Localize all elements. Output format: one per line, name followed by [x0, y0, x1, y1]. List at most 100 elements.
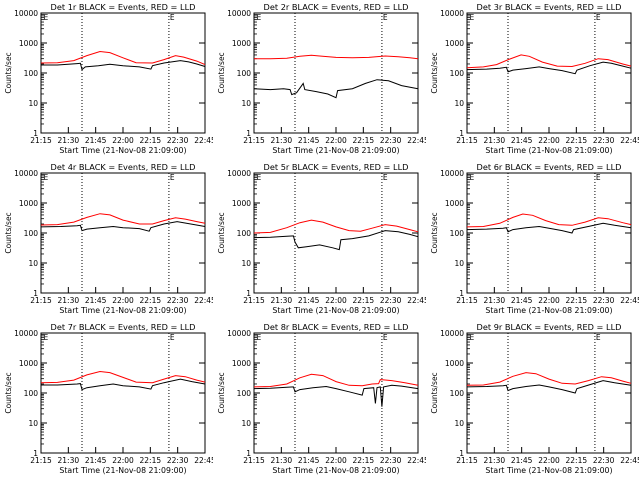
y-tick-label: 10000: [440, 9, 464, 18]
y-tick-label: 100: [24, 69, 39, 78]
x-tick-label: 22:45: [620, 136, 639, 145]
events-series-line: [466, 222, 632, 234]
detector-panel-9: Det 9r BLACK = Events, RED = LLD 1 10 100 10…: [426, 320, 640, 480]
y-tick-label: 1: [459, 449, 464, 458]
chart-title: Det 2r BLACK = Events, RED = LLD: [264, 2, 409, 12]
x-tick-label: 21:15: [243, 456, 265, 465]
y-tick-label: 1000: [232, 39, 251, 48]
y-axis-label: Counts/sec: [217, 372, 226, 413]
x-tick-label: 21:45: [85, 296, 107, 305]
x-tick-label: 22:45: [407, 456, 426, 465]
x-tick-label: 22:00: [538, 296, 560, 305]
plot-frame: [466, 172, 632, 294]
lld-series-line: [40, 370, 206, 384]
y-tick-label: 10: [454, 99, 464, 108]
events-series-line: [466, 61, 632, 75]
x-tick-label: 22:30: [380, 296, 402, 305]
detector-panel-1: Det 1r BLACK = Events, RED = LLD 1 10 100 10…: [0, 0, 216, 160]
y-tick-label: 10: [28, 419, 38, 428]
x-tick-label: 21:45: [85, 136, 107, 145]
x-tick-label: 22:30: [380, 456, 402, 465]
x-tick-label: 21:45: [511, 136, 533, 145]
y-tick-label: 1: [246, 289, 251, 298]
x-tick-label: 21:30: [484, 136, 506, 145]
y-tick-label: 10: [28, 259, 38, 268]
x-tick-label: 22:00: [538, 136, 560, 145]
x-tick-label: 22:45: [194, 296, 213, 305]
detector-panel-2: Det 2r BLACK = Events, RED = LLD 1 10 100 10…: [213, 0, 429, 160]
detector-chart-9: Det 9r BLACK = Events, RED = LLD 1 10 100 10…: [430, 322, 640, 475]
x-tick-label: 21:15: [456, 296, 478, 305]
chart-title: Det 1r BLACK = Events, RED = LLD: [51, 2, 196, 12]
x-tick-label: 21:30: [58, 456, 80, 465]
y-tick-label: 10: [241, 99, 251, 108]
detector-chart-6: Det 6r BLACK = Events, RED = LLD 1 10 100 10…: [430, 162, 640, 315]
x-tick-label: 21:45: [298, 136, 320, 145]
plot-frame: [40, 172, 206, 294]
y-tick-label: 10000: [14, 9, 38, 18]
y-axis-label: Counts/sec: [430, 52, 439, 93]
y-tick-label: 100: [237, 229, 252, 238]
plot-frame: [40, 12, 206, 134]
y-axis-label: Counts/sec: [217, 212, 226, 253]
x-tick-label: 22:30: [167, 296, 189, 305]
x-tick-label: 22:15: [353, 296, 375, 305]
x-tick-label: 22:30: [593, 456, 615, 465]
events-series-line: [466, 380, 632, 394]
events-series-line: [40, 221, 206, 232]
x-tick-label: 22:15: [566, 296, 588, 305]
lld-series-line: [253, 373, 419, 388]
x-tick-label: 21:15: [30, 136, 52, 145]
detector-panel-5: Det 5r BLACK = Events, RED = LLD 1 10 100 10…: [213, 160, 429, 320]
chart-title: Det 8r BLACK = Events, RED = LLD: [264, 322, 409, 332]
y-tick-label: 1: [246, 129, 251, 138]
y-tick-label: 10000: [227, 9, 251, 18]
x-tick-label: 21:45: [511, 296, 533, 305]
y-axis-label: Counts/sec: [4, 372, 13, 413]
x-tick-label: 22:30: [593, 296, 615, 305]
y-tick-label: 1000: [232, 199, 251, 208]
x-axis-label: Start Time (21-Nov-08 21:09:00): [272, 146, 399, 155]
event-marker-label: E: [44, 333, 49, 342]
event-marker-label: E: [170, 13, 175, 22]
y-tick-label: 10000: [14, 329, 38, 338]
y-tick-label: 10: [454, 259, 464, 268]
plot-frame: [466, 332, 632, 454]
x-tick-label: 21:30: [271, 456, 293, 465]
chart-title: Det 7r BLACK = Events, RED = LLD: [51, 322, 196, 332]
plot-frame: [253, 332, 419, 454]
detector-panel-4: Det 4r BLACK = Events, RED = LLD 1 10 100 10…: [0, 160, 216, 320]
detector-panel-7: Det 7r BLACK = Events, RED = LLD 1 10 100 10…: [0, 320, 216, 480]
y-tick-label: 100: [24, 389, 39, 398]
events-series-line: [253, 79, 419, 99]
y-tick-label: 10000: [440, 169, 464, 178]
y-tick-label: 1: [459, 129, 464, 138]
detector-chart-4: Det 4r BLACK = Events, RED = LLD 1 10 100 10…: [4, 162, 216, 315]
plot-frame: [253, 172, 419, 294]
lld-series-line: [466, 54, 632, 69]
y-tick-label: 1000: [19, 199, 38, 208]
y-tick-label: 10000: [227, 329, 251, 338]
x-axis-label: Start Time (21-Nov-08 21:09:00): [59, 306, 186, 315]
event-marker-label: E: [596, 173, 601, 182]
lld-series-line: [466, 372, 632, 386]
x-tick-label: 21:15: [30, 456, 52, 465]
event-marker-label: E: [470, 13, 475, 22]
x-tick-label: 21:45: [298, 456, 320, 465]
detector-chart-7: Det 7r BLACK = Events, RED = LLD 1 10 100 10…: [4, 322, 216, 475]
y-tick-label: 10: [28, 99, 38, 108]
x-axis-label: Start Time (21-Nov-08 21:09:00): [485, 146, 612, 155]
x-tick-label: 22:30: [380, 136, 402, 145]
y-tick-label: 10000: [440, 329, 464, 338]
x-tick-label: 22:00: [325, 136, 347, 145]
plot-frame: [40, 332, 206, 454]
x-tick-label: 22:00: [538, 456, 560, 465]
y-tick-label: 1000: [445, 359, 464, 368]
y-tick-label: 1000: [445, 39, 464, 48]
x-tick-label: 22:15: [353, 136, 375, 145]
event-marker-label: E: [257, 333, 262, 342]
y-tick-label: 100: [450, 229, 465, 238]
y-tick-label: 10: [241, 419, 251, 428]
y-axis-label: Counts/sec: [4, 212, 13, 253]
x-axis-label: Start Time (21-Nov-08 21:09:00): [272, 466, 399, 475]
